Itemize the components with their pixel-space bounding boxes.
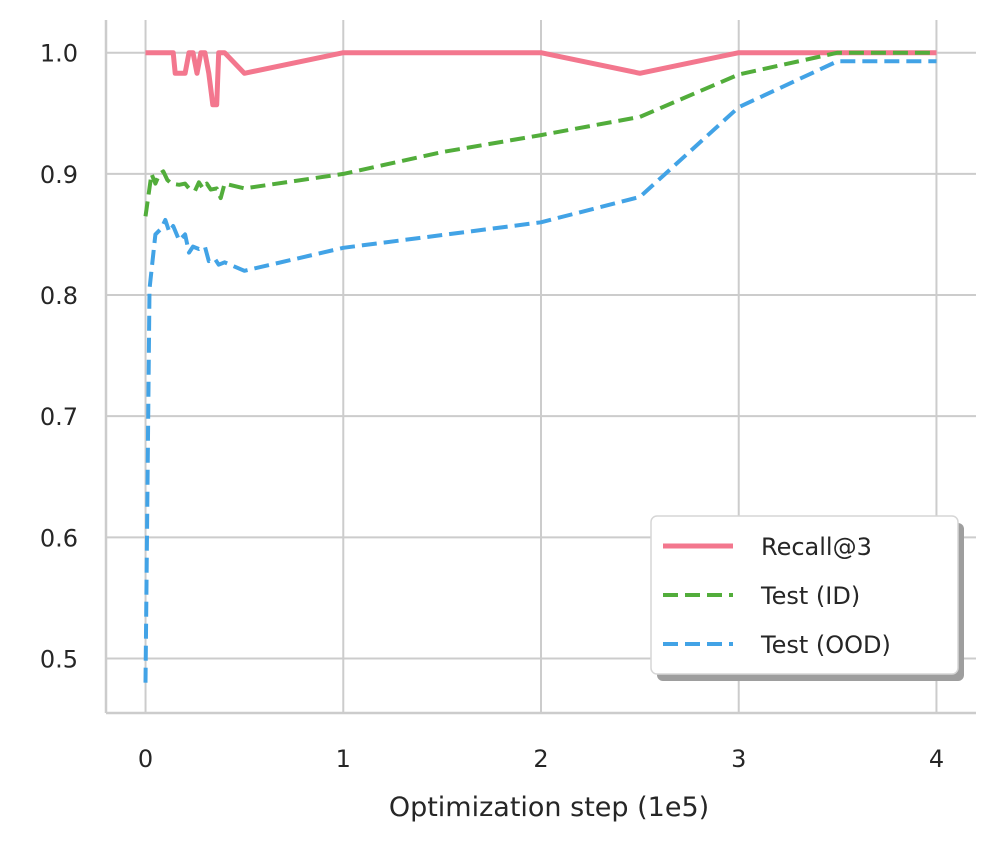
legend: Recall@3 Test (ID) Test (OOD)	[650, 515, 964, 681]
y-tick-label-0: 0.5	[40, 645, 78, 673]
x-tick-label-0: 0	[138, 745, 153, 773]
series-line-1	[145, 50, 937, 108]
axes-spines	[104, 20, 976, 715]
y-tick-label-1: 0.6	[40, 524, 78, 552]
x-tick-label-1: 1	[336, 745, 351, 773]
legend-label-1: Recall@3	[761, 533, 872, 561]
x-tick-label-3: 3	[731, 745, 746, 773]
y-tick-label-4: 0.9	[40, 161, 78, 189]
legend-label-3: Test (OOD)	[760, 631, 891, 659]
series-lines	[143, 50, 937, 683]
x-tick-label-4: 4	[929, 745, 944, 773]
legend-box	[650, 515, 959, 675]
y-tick-label-3: 0.8	[40, 282, 78, 310]
tick-labels: 0 1 2 3 4 0.5 0.6 0.7 0.8 0.9 1.0	[40, 40, 944, 773]
legend-label-2: Test (ID)	[760, 582, 860, 610]
series-line-2	[143, 50, 937, 217]
x-axis-title: Optimization step (1e5)	[389, 792, 709, 823]
x-tick-label-2: 2	[533, 745, 548, 773]
series-line-3	[143, 59, 937, 683]
y-tick-label-5: 1.0	[40, 40, 78, 68]
y-tick-label-2: 0.7	[40, 403, 78, 431]
